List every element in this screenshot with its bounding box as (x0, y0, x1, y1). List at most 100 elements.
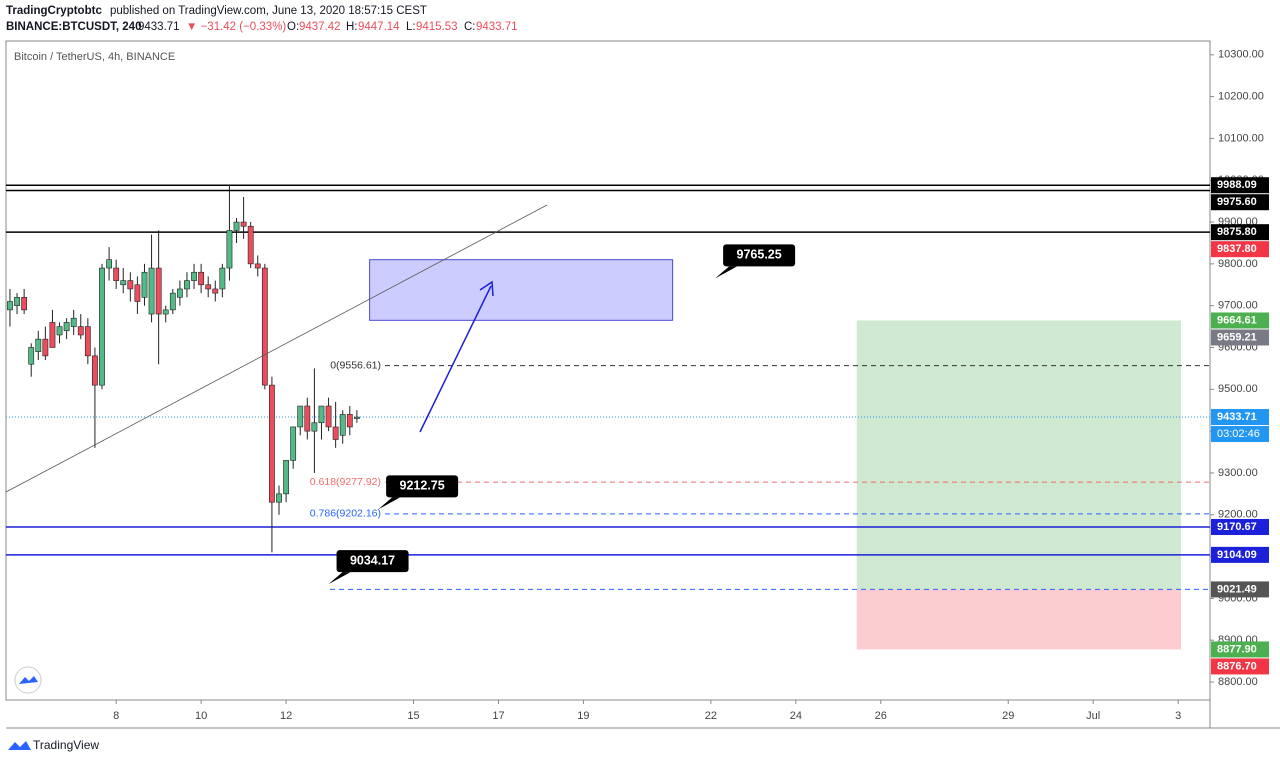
candle-body (99, 267, 105, 386)
candle-body (311, 422, 318, 432)
arrow-head (479, 280, 494, 297)
candle-body (7, 301, 13, 311)
price-label: 9837.80 (1217, 243, 1257, 255)
candle-body (353, 416, 360, 419)
candle-body (127, 280, 134, 290)
candle-body (254, 263, 261, 269)
callout-label: 9765.25 (737, 248, 782, 262)
plot-layer: 0(9556.61) 0.618(9277.92) 0.786(9202.16) (6, 184, 1210, 650)
candle-body (14, 297, 20, 306)
callout-pointer (328, 572, 351, 585)
x-tick-label: 24 (790, 710, 802, 722)
price-label-bg (1211, 641, 1269, 658)
price-label: 9664.61 (1217, 314, 1257, 326)
y-tick-label: 10200.00 (1218, 91, 1264, 103)
zone (369, 259, 674, 321)
candle-body (276, 493, 282, 503)
candle-body (155, 267, 162, 315)
price-label: 9975.60 (1217, 196, 1257, 208)
candle-body (283, 460, 289, 495)
x-tick-label: 26 (875, 710, 887, 722)
candle-body (346, 414, 353, 428)
candle-body (318, 405, 325, 424)
y-tick-label: 10300.00 (1218, 49, 1264, 61)
c-value: 9433.71 (476, 21, 518, 33)
fib-label: 0.786(9202.16) (310, 508, 381, 520)
candle-body (113, 267, 120, 281)
candle-body (35, 338, 42, 352)
zone (856, 589, 1181, 650)
y-tick-label: 8800.00 (1218, 676, 1258, 688)
price-label-bg (1211, 241, 1269, 258)
callout-label: 9212.75 (400, 479, 445, 493)
symbol: BINANCE:BTCUSDT, 240 (6, 21, 141, 33)
x-tick-label: 3 (1175, 710, 1181, 722)
price-label-bg (1211, 519, 1269, 536)
price-label: 9988.09 (1217, 179, 1257, 191)
candle-body (184, 280, 190, 290)
candle-body (304, 405, 311, 432)
countdown: 03:02:46 (1217, 428, 1260, 440)
price-label: 9170.67 (1217, 521, 1257, 533)
candle-body (219, 267, 226, 290)
price-label: 9433.71 (1217, 411, 1257, 423)
l-label: L: (406, 21, 416, 33)
candle-body (269, 384, 275, 503)
price-label: 8876.70 (1217, 660, 1257, 672)
candle-body (70, 317, 77, 327)
fib-label: 0.618(9277.92) (310, 476, 381, 488)
x-tick-label: Jul (1086, 710, 1100, 722)
candle-body (198, 271, 205, 286)
candle-body (92, 355, 98, 386)
candle-body (176, 288, 183, 298)
callout-pointer (715, 266, 738, 279)
price-label-bg (1211, 581, 1269, 598)
candle-body (212, 288, 219, 294)
candle-body (339, 414, 346, 436)
candle-body (169, 292, 176, 311)
price-label: 9104.09 (1217, 549, 1257, 561)
x-tick-label: 10 (195, 710, 207, 722)
candle-body (226, 230, 233, 269)
x-tick-label: 17 (492, 710, 504, 722)
y-tick-label: 9200.00 (1218, 509, 1258, 521)
x-tick-label: 8 (113, 710, 119, 722)
price-label-bg (1211, 409, 1269, 426)
candle-body (325, 405, 332, 428)
callout-box (386, 475, 459, 498)
zone (856, 320, 1181, 590)
y-tick-label: 9700.00 (1218, 300, 1258, 312)
x-tick-label: 22 (705, 710, 717, 722)
y-tick-label: 9800.00 (1218, 258, 1258, 270)
h-label: H: (346, 21, 358, 33)
candle-body (191, 271, 197, 281)
y-tick-label: 10100.00 (1218, 132, 1264, 144)
candle-body (28, 347, 35, 365)
price-label-bg (1211, 177, 1269, 194)
publisher: TradingCryptobtc (6, 5, 102, 17)
candle-body (148, 267, 155, 315)
candle-body (21, 297, 28, 311)
price-label-bg (1211, 329, 1269, 346)
countdown-bg (1211, 426, 1269, 443)
price-label: 9021.49 (1217, 583, 1257, 595)
candle-body (332, 426, 339, 440)
price-label-bg (1211, 546, 1269, 563)
c-label: C: (464, 21, 476, 33)
candle-body (247, 225, 254, 265)
callout-box (336, 550, 409, 573)
price-label-bg (1211, 194, 1269, 211)
x-tick-label: 29 (1002, 710, 1014, 722)
candle-body (77, 326, 84, 336)
footer-brand: TradingView (33, 738, 99, 752)
candle-body (261, 267, 268, 386)
price-label: 8877.90 (1217, 643, 1257, 655)
y-tick-label: 9300.00 (1218, 467, 1258, 479)
fib-label: 0(9556.61) (330, 359, 381, 371)
price-label-bg (1211, 224, 1269, 241)
chart-title: Bitcoin / TetherUS, 4h, BINANCE (14, 51, 175, 63)
published-text: published on TradingView.com, June 13, 2… (110, 5, 427, 17)
footer-logo (8, 741, 31, 750)
